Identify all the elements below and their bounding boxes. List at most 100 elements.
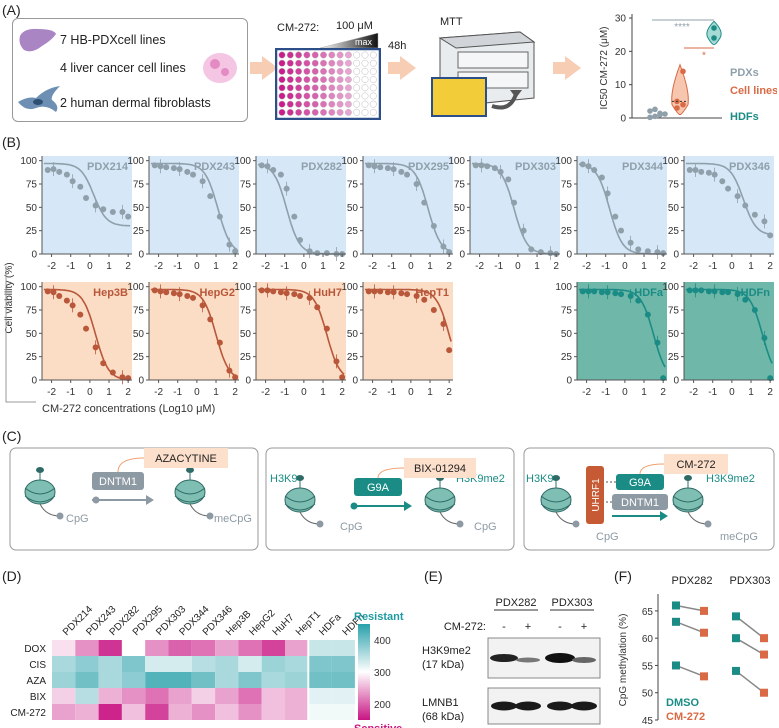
panel-a-label: (A) [2, 2, 21, 18]
plot-PDX346-title: PDX346 [729, 161, 770, 173]
plot-PDX295-point [413, 181, 420, 187]
plot-ytick-label: 75 [668, 180, 680, 191]
plot-PDX303-point [484, 163, 491, 170]
plot-ytick-label: 75 [133, 180, 145, 191]
heatmap-cell [238, 672, 262, 688]
heatmap-cell [308, 672, 332, 688]
plot-ytick-label: 0 [138, 376, 144, 387]
meth-ytick-label: 45 [642, 716, 654, 727]
meth-dmso-point [732, 634, 740, 643]
plot-HDFn-point [761, 335, 768, 341]
plot-HDFn-point [705, 288, 712, 295]
plot-Hep3B-point [69, 302, 76, 309]
plate-well [328, 84, 336, 92]
plot-PDX295-point [390, 166, 397, 173]
plate-well [278, 84, 286, 92]
plate-well [286, 76, 294, 84]
heatmap-cell [285, 688, 309, 704]
plot-HepG2-point [232, 374, 239, 381]
h3k9-2: H3K9 [270, 473, 298, 485]
plot-xtick-label: 1 [213, 387, 219, 398]
plot-HuH7-point [323, 325, 330, 332]
plot-PDX243-point [232, 248, 239, 255]
heatmap-cell [168, 672, 192, 688]
plot-ytick-label: 100 [20, 282, 37, 293]
plot-ytick-label: 50 [133, 329, 145, 340]
plot-PDX295-point [365, 162, 372, 169]
plate-well [336, 76, 344, 84]
liver-icon [19, 28, 56, 52]
plate-well [278, 59, 286, 67]
plate-well [353, 76, 361, 84]
plot-HDFa-point [627, 293, 634, 299]
plot-ytick-label: 75 [240, 180, 252, 191]
plot-xtick-label: -1 [66, 261, 75, 272]
heatmap-cell [75, 672, 99, 688]
plate-well [361, 76, 369, 84]
nuc-1a-cpg-dot [56, 512, 64, 520]
plot-HepT1-point [430, 307, 437, 313]
plot-HepT1-point [421, 296, 428, 303]
plot-xtick-label: 2 [660, 261, 666, 272]
heatmap-cell [52, 672, 76, 688]
meth-line [735, 637, 765, 656]
legend-tick: 400 [374, 636, 391, 647]
blot-lmnb1-size: (68 kDa) [422, 711, 464, 723]
violin-legend-0: PDXs [730, 67, 759, 79]
heatmap-colorbar [358, 624, 370, 720]
heatmap-cell [215, 688, 239, 704]
plot-xtick-label: -2 [154, 387, 163, 398]
plot-ytick-label: 25 [240, 226, 252, 237]
plot-HepT1-point [413, 293, 420, 299]
plot-PDX344-title: PDX344 [622, 161, 664, 173]
heatmap-cell [98, 640, 122, 656]
plot-HDFa-point [612, 290, 619, 297]
plot-Hep3B-point [50, 289, 57, 296]
plot-PDX295-point [371, 163, 378, 170]
plot-ytick-label: 100 [20, 156, 37, 167]
uhrf1-box [586, 466, 604, 524]
plot-xtick-label: 1 [320, 387, 326, 398]
heatmap-row-label: AZA [27, 676, 47, 687]
heatmap-cell [191, 640, 216, 656]
blot-sign: - [502, 621, 506, 633]
plot-Hep3B-point [100, 360, 107, 367]
meth-dmso-point [672, 617, 680, 626]
heatmap-cell [238, 688, 262, 704]
time-label: 48h [388, 40, 407, 52]
plot-xtick-label: 0 [194, 387, 200, 398]
legend-resistant: Resistant [354, 611, 404, 623]
plate-well [278, 51, 286, 59]
plate-well [344, 59, 352, 67]
plot-xtick-label: 2 [446, 261, 452, 272]
heatmap-cell [98, 688, 122, 704]
panel-d-label: (D) [2, 568, 22, 584]
plot-ytick-label: 0 [31, 376, 37, 387]
heatmap-cell [261, 704, 285, 720]
blot-h3k9me2: H3K9me2 [422, 645, 471, 657]
plot-PDX303-point [497, 168, 504, 175]
plate-well [344, 100, 352, 108]
plot-Hep3B-point [92, 344, 99, 351]
nuc-3a-dna [540, 495, 572, 511]
plot-HepG2-point [190, 294, 197, 301]
plot-PDX243-title: PDX243 [194, 161, 235, 173]
bix-label: BIX-01294 [414, 463, 466, 475]
plot-xtick-label: -1 [601, 261, 610, 272]
plate-well [320, 51, 327, 59]
plot-ytick-label: 100 [127, 282, 144, 293]
cell-violin [671, 63, 689, 116]
violin-ytick-label: 10 [615, 80, 627, 91]
plate-well [344, 84, 352, 92]
plot-PDX346-point [751, 211, 758, 218]
plot-PDX282-point [264, 163, 271, 170]
drug-heatmap: PDX214PDX243PDX282PDX295PDX303PDX344PDX3… [10, 604, 404, 728]
plot-PDX282-point [297, 237, 304, 243]
plot-xtick-label: 1 [320, 261, 326, 272]
plot-ytick-label: 75 [454, 180, 466, 191]
plate-well [336, 84, 344, 92]
plate-well [303, 108, 311, 116]
pdx-point [652, 113, 658, 120]
plot-ytick-label: 75 [240, 306, 252, 317]
plot-HepG2-point [226, 367, 233, 374]
